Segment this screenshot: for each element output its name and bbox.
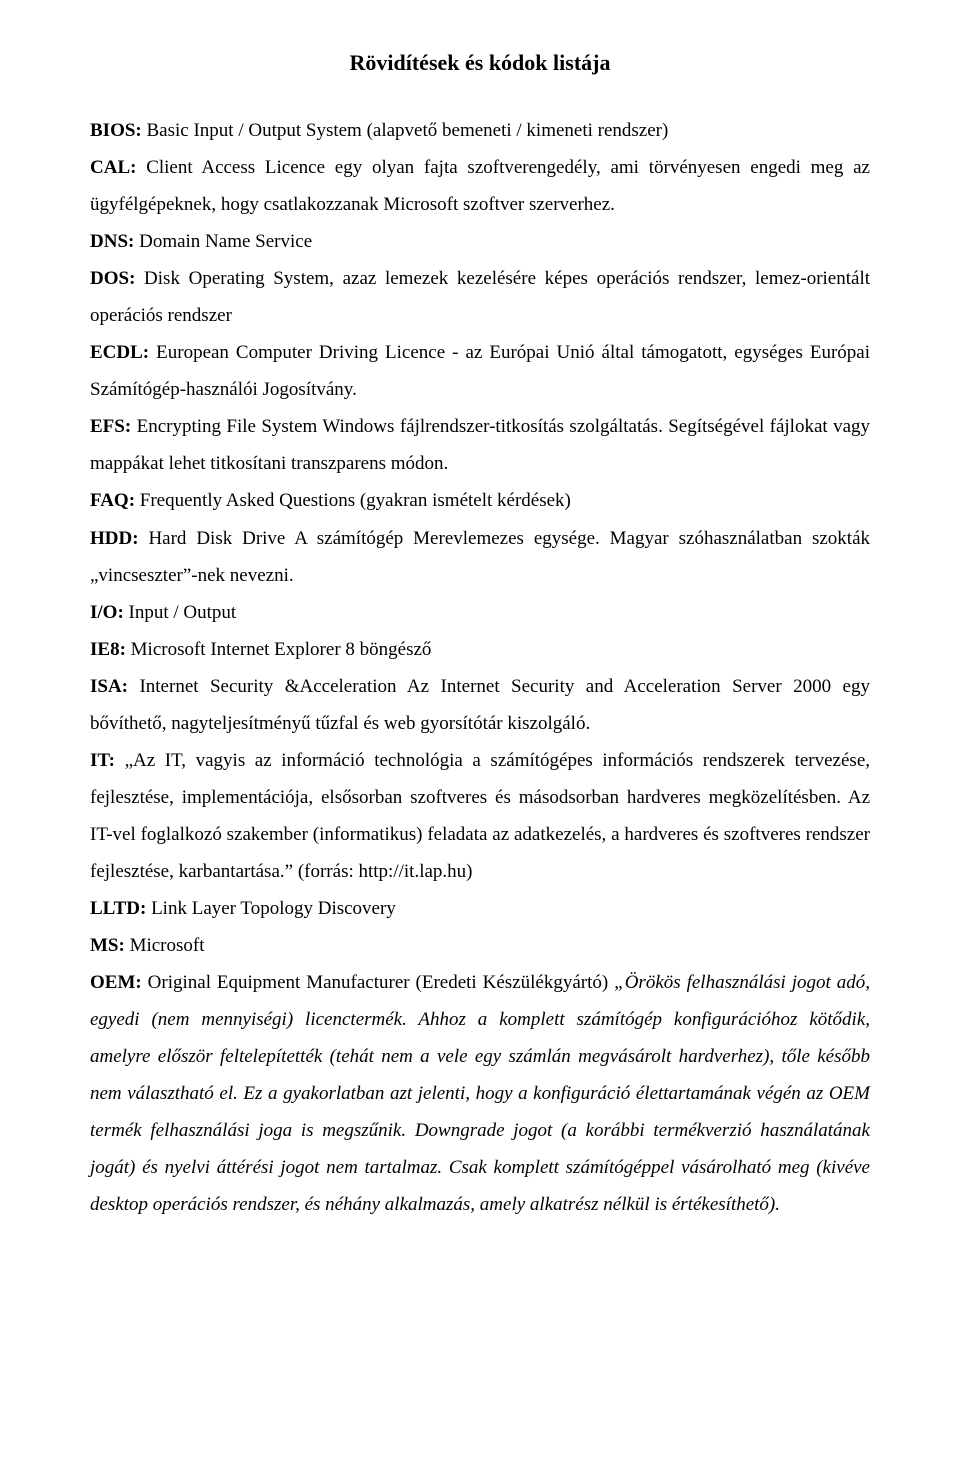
text-oem-italic: „Örökös felhasználási jogot adó, egyedi …	[90, 972, 870, 1215]
abbr-dos: DOS:	[90, 268, 135, 289]
entry-efs: EFS: Encrypting File System Windows fájl…	[90, 408, 870, 482]
entry-cal: CAL: Client Access Licence egy olyan faj…	[90, 149, 870, 223]
text-it: „Az IT, vagyis az információ technológia…	[90, 750, 870, 882]
page-title: Rövidítések és kódok listája	[90, 50, 870, 76]
entry-ms: MS: Microsoft	[90, 927, 870, 964]
text-ms: Microsoft	[125, 935, 205, 956]
text-efs: Encrypting File System Windows fájlrends…	[90, 416, 870, 474]
abbr-oem: OEM:	[90, 972, 142, 993]
abbr-ms: MS:	[90, 935, 125, 956]
text-ecdl: European Computer Driving Licence - az E…	[90, 342, 870, 400]
abbr-ecdl: ECDL:	[90, 342, 149, 363]
abbr-bios: BIOS:	[90, 120, 142, 141]
abbr-hdd: HDD:	[90, 528, 139, 549]
entry-lltd: LLTD: Link Layer Topology Discovery	[90, 890, 870, 927]
abbr-isa: ISA:	[90, 676, 128, 697]
entry-ecdl: ECDL: European Computer Driving Licence …	[90, 334, 870, 408]
entry-it: IT: „Az IT, vagyis az információ technol…	[90, 742, 870, 890]
text-dos: Disk Operating System, azaz lemezek keze…	[90, 268, 870, 326]
text-io: Input / Output	[124, 602, 236, 623]
text-faq: Frequently Asked Questions (gyakran ismé…	[135, 490, 571, 511]
text-ie8: Microsoft Internet Explorer 8 böngésző	[126, 639, 432, 660]
abbr-cal: CAL:	[90, 157, 136, 178]
entry-bios: BIOS: Basic Input / Output System (alapv…	[90, 112, 870, 149]
document-page: Rövidítések és kódok listája BIOS: Basic…	[0, 0, 960, 1273]
abbr-ie8: IE8:	[90, 639, 126, 660]
abbr-it: IT:	[90, 750, 115, 771]
entry-io: I/O: Input / Output	[90, 594, 870, 631]
abbr-lltd: LLTD:	[90, 898, 146, 919]
text-bios: Basic Input / Output System (alapvető be…	[142, 120, 669, 141]
text-oem-plain: Original Equipment Manufacturer (Eredeti…	[142, 972, 614, 993]
abbr-dns: DNS:	[90, 231, 134, 252]
text-isa: Internet Security &Acceleration Az Inter…	[90, 676, 870, 734]
abbr-efs: EFS:	[90, 416, 131, 437]
entry-dns: DNS: Domain Name Service	[90, 223, 870, 260]
text-hdd: Hard Disk Drive A számítógép Merevlemeze…	[90, 528, 870, 586]
abbr-faq: FAQ:	[90, 490, 135, 511]
entry-oem: OEM: Original Equipment Manufacturer (Er…	[90, 964, 870, 1223]
entry-faq: FAQ: Frequently Asked Questions (gyakran…	[90, 482, 870, 519]
text-cal: Client Access Licence egy olyan fajta sz…	[90, 157, 870, 215]
abbr-io: I/O:	[90, 602, 124, 623]
entry-ie8: IE8: Microsoft Internet Explorer 8 böngé…	[90, 631, 870, 668]
entry-isa: ISA: Internet Security &Acceleration Az …	[90, 668, 870, 742]
entry-hdd: HDD: Hard Disk Drive A számítógép Merevl…	[90, 520, 870, 594]
entry-dos: DOS: Disk Operating System, azaz lemezek…	[90, 260, 870, 334]
text-dns: Domain Name Service	[134, 231, 312, 252]
text-lltd: Link Layer Topology Discovery	[146, 898, 396, 919]
